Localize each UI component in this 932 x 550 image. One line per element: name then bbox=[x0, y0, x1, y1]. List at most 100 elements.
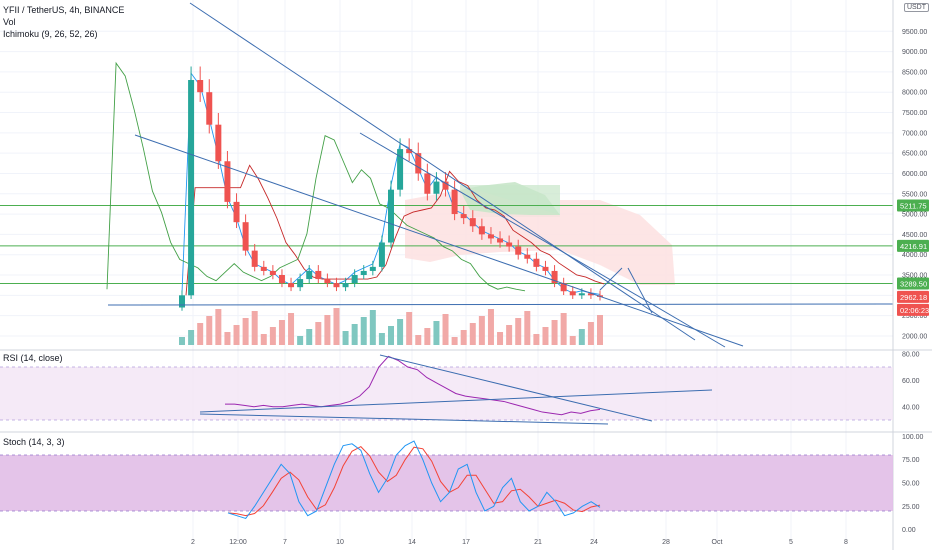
volume-bar bbox=[497, 332, 504, 345]
candle-body bbox=[442, 181, 449, 190]
candle-body bbox=[242, 222, 249, 251]
volume-bar bbox=[469, 323, 476, 345]
candle-body bbox=[351, 275, 358, 284]
candle-body bbox=[342, 283, 349, 288]
price-tick: 6000.00 bbox=[902, 171, 927, 178]
symbol-title: YFII / TetherUS, 4h, BINANCE bbox=[3, 5, 125, 15]
candle-body bbox=[578, 293, 585, 296]
candle-body bbox=[551, 270, 558, 284]
volume-bar bbox=[569, 336, 576, 345]
volume-bar bbox=[378, 333, 385, 345]
volume-bar bbox=[587, 322, 594, 345]
time-tick: 12:00 bbox=[229, 539, 247, 546]
candle-body bbox=[378, 242, 385, 267]
trend-line bbox=[359, 132, 726, 348]
candle-body bbox=[278, 275, 285, 284]
currency-badge[interactable]: USDT bbox=[903, 3, 929, 12]
volume-bar bbox=[406, 312, 413, 345]
price-tag-label: 5211.75 bbox=[900, 201, 927, 210]
rsi-tick: 40.00 bbox=[902, 404, 920, 411]
volume-bar bbox=[278, 320, 285, 345]
time-axis[interactable]: 2 12:00 7 10 14 17 21 24 28 Oct 5 8 bbox=[191, 539, 848, 546]
candle-body bbox=[206, 92, 213, 125]
ichimoku-lines bbox=[106, 61, 605, 296]
vol-label: Vol bbox=[3, 17, 16, 27]
trend-lines[interactable] bbox=[107, 2, 894, 348]
candle-body bbox=[469, 218, 476, 227]
price-tag-bg bbox=[897, 303, 929, 316]
stoch-k-line bbox=[227, 440, 601, 520]
lagging-span bbox=[106, 61, 526, 292]
candle-body bbox=[478, 226, 485, 235]
volume-bar bbox=[415, 335, 422, 345]
volume-bar bbox=[533, 334, 540, 345]
price-tag-label: 2962.18 bbox=[900, 293, 927, 302]
time-tick: 24 bbox=[590, 539, 598, 546]
rsi-tick: 80.00 bbox=[902, 351, 920, 358]
rsi-trend-line bbox=[199, 413, 609, 425]
stoch-axis: 100.00 75.00 50.00 25.00 0.00 bbox=[902, 434, 924, 534]
candle-body bbox=[587, 293, 594, 296]
price-tick: 2000.00 bbox=[902, 333, 927, 340]
volume-bar bbox=[306, 329, 313, 345]
candle-body bbox=[269, 270, 276, 275]
candle-body bbox=[497, 238, 504, 243]
stoch-tick: 25.00 bbox=[902, 504, 920, 511]
volume-bar bbox=[397, 319, 404, 345]
price-tag-bg bbox=[897, 290, 929, 303]
candle-body bbox=[306, 270, 313, 280]
candle-body bbox=[360, 270, 367, 275]
rsi-line bbox=[225, 355, 601, 416]
price-tag: 5211.75 bbox=[897, 199, 929, 212]
rsi-trend-line bbox=[379, 354, 653, 422]
volume-bar bbox=[560, 313, 567, 345]
volume-bar bbox=[260, 334, 267, 345]
candle-body bbox=[415, 153, 422, 174]
stoch-tick: 0.00 bbox=[902, 527, 916, 534]
volume-bar bbox=[515, 318, 522, 345]
volume-bar bbox=[188, 330, 195, 345]
volume-bar bbox=[460, 330, 467, 345]
volume-bar bbox=[197, 323, 204, 345]
candle-body bbox=[197, 80, 204, 93]
price-tick: 7000.00 bbox=[902, 130, 927, 137]
time-tick: 28 bbox=[662, 539, 670, 546]
volume-bar bbox=[388, 326, 394, 345]
price-tick: 8000.00 bbox=[902, 90, 927, 97]
volume-bar bbox=[242, 318, 249, 345]
candlesticks bbox=[179, 66, 603, 311]
support-resistance-lines bbox=[0, 204, 893, 285]
volume-bar bbox=[360, 317, 367, 345]
candle-body bbox=[388, 189, 394, 243]
candle-body bbox=[179, 295, 185, 308]
time-tick: 14 bbox=[408, 539, 416, 546]
candle-body bbox=[324, 279, 331, 284]
candle-body bbox=[569, 291, 576, 296]
price-tick: 9500.00 bbox=[902, 29, 927, 36]
time-tick: 8 bbox=[844, 539, 848, 546]
candle-body bbox=[515, 246, 522, 255]
volume-bar bbox=[324, 315, 331, 345]
price-tag-label: 3289.50 bbox=[900, 280, 927, 289]
base-line bbox=[185, 164, 605, 296]
volume-bar bbox=[251, 311, 258, 345]
volume-bar bbox=[351, 324, 358, 345]
candle-body bbox=[542, 266, 549, 271]
candle-body bbox=[188, 80, 195, 296]
candle-body bbox=[315, 270, 322, 280]
candle-body bbox=[433, 181, 440, 194]
candle-body bbox=[224, 161, 231, 202]
price-tick: 4500.00 bbox=[902, 232, 927, 239]
volume-bar bbox=[506, 325, 513, 345]
volume-bar bbox=[369, 310, 376, 345]
rsi-axis: 80.00 60.00 40.00 bbox=[902, 351, 920, 411]
price-tick: 3500.00 bbox=[902, 273, 927, 280]
volume-bar bbox=[478, 316, 485, 345]
candle-body bbox=[333, 283, 340, 288]
volume-bar bbox=[451, 337, 458, 345]
volume-bar bbox=[215, 309, 222, 345]
price-tick: 6500.00 bbox=[902, 151, 927, 158]
price-tag: 2962.18 bbox=[897, 290, 929, 303]
stoch-title: Stoch (14, 3, 3) bbox=[3, 437, 65, 447]
